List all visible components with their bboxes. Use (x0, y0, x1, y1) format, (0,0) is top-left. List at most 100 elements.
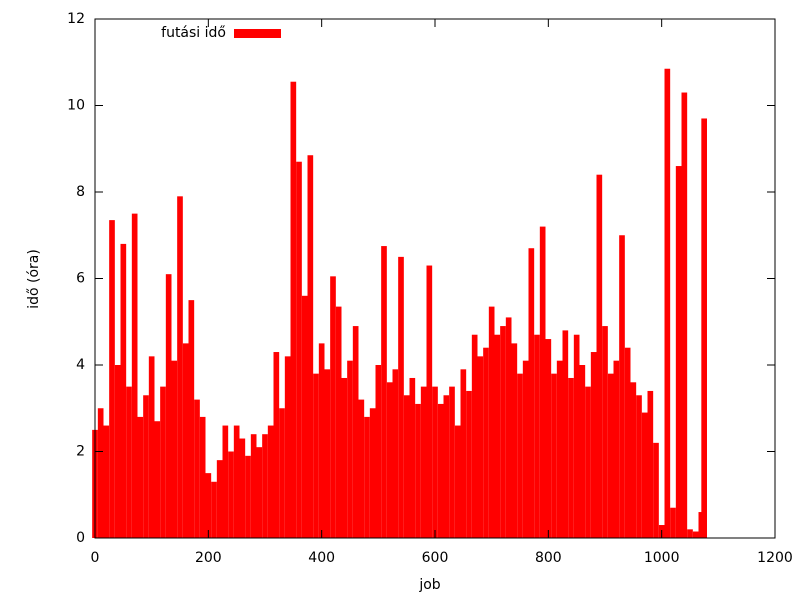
bar (647, 390, 654, 538)
bar (613, 360, 620, 538)
bar (398, 256, 404, 538)
bar (573, 334, 580, 538)
plot-frame (94, 18, 776, 539)
bar (500, 326, 506, 538)
bar (641, 412, 648, 538)
bar (403, 395, 410, 538)
bar (692, 531, 699, 538)
bar (636, 395, 642, 538)
bar (233, 425, 240, 538)
bar (97, 408, 104, 538)
bar (630, 382, 637, 538)
bar (670, 507, 676, 538)
bar (454, 425, 461, 538)
bar (505, 317, 512, 538)
bar (562, 330, 569, 538)
bar (653, 442, 659, 538)
bar (250, 434, 257, 538)
bar (590, 352, 597, 538)
bar (522, 360, 529, 538)
bar (131, 213, 138, 538)
x-axis-label: job (418, 577, 440, 593)
y-tick-label: 0 (76, 530, 85, 546)
bar (256, 447, 263, 538)
bar (386, 382, 393, 538)
bar (556, 360, 563, 538)
bar (443, 395, 450, 538)
bar (205, 473, 212, 538)
bar (143, 395, 149, 538)
bar (494, 334, 501, 538)
legend-swatch (234, 29, 281, 38)
bar (551, 373, 557, 538)
bar (284, 356, 291, 538)
y-tick-label: 12 (67, 11, 85, 27)
bar (369, 408, 376, 538)
bar (165, 274, 172, 538)
bar (358, 399, 365, 538)
bar (279, 408, 285, 538)
bar (228, 451, 234, 538)
x-tick-label: 600 (422, 550, 449, 566)
bar (194, 399, 200, 538)
bar (245, 455, 251, 538)
bar (216, 460, 223, 538)
bar (103, 425, 110, 538)
bar (188, 300, 195, 538)
bar (568, 377, 574, 538)
bar (579, 365, 586, 538)
bar (222, 425, 229, 538)
y-tick-label: 4 (76, 357, 85, 373)
bar (701, 118, 707, 538)
x-tick-label: 1200 (757, 550, 793, 566)
bar (415, 403, 421, 538)
bar (177, 196, 183, 538)
y-axis-label: idő (óra) (26, 249, 42, 309)
bar (148, 356, 155, 538)
bar (182, 343, 189, 538)
y-tick-label: 2 (76, 444, 85, 460)
bar (426, 265, 433, 538)
bar (517, 373, 523, 538)
bar (324, 369, 331, 538)
bar (307, 155, 314, 539)
bar (381, 246, 387, 538)
bar (624, 347, 631, 538)
bar (211, 481, 217, 538)
bar (330, 276, 336, 538)
bar (545, 339, 552, 538)
bar (267, 425, 274, 538)
y-tick-label: 8 (76, 184, 85, 200)
bar (619, 235, 625, 538)
bar (607, 373, 614, 538)
bar (341, 377, 348, 538)
bar (449, 386, 455, 538)
bar (352, 326, 359, 538)
bar (273, 352, 280, 538)
bar (409, 377, 416, 538)
bar (335, 306, 342, 538)
bar (137, 416, 144, 538)
bar (602, 326, 608, 538)
bar (262, 434, 268, 538)
y-tick-label: 6 (76, 271, 85, 287)
bar (675, 166, 682, 539)
bar (460, 369, 467, 538)
bar (364, 416, 370, 538)
bar (114, 365, 121, 538)
bar (437, 403, 444, 538)
x-tick-label: 1000 (644, 550, 680, 566)
bar (664, 68, 671, 539)
x-tick-label: 200 (195, 550, 222, 566)
bar (585, 386, 591, 538)
bar (375, 365, 382, 538)
bar (109, 220, 115, 539)
bar (681, 92, 688, 539)
x-tick-label: 800 (535, 550, 562, 566)
bar (154, 421, 161, 538)
bar (199, 416, 206, 538)
y-tick-label: 10 (67, 98, 85, 114)
bar (477, 356, 484, 538)
bar (392, 369, 399, 538)
bar (301, 295, 308, 538)
